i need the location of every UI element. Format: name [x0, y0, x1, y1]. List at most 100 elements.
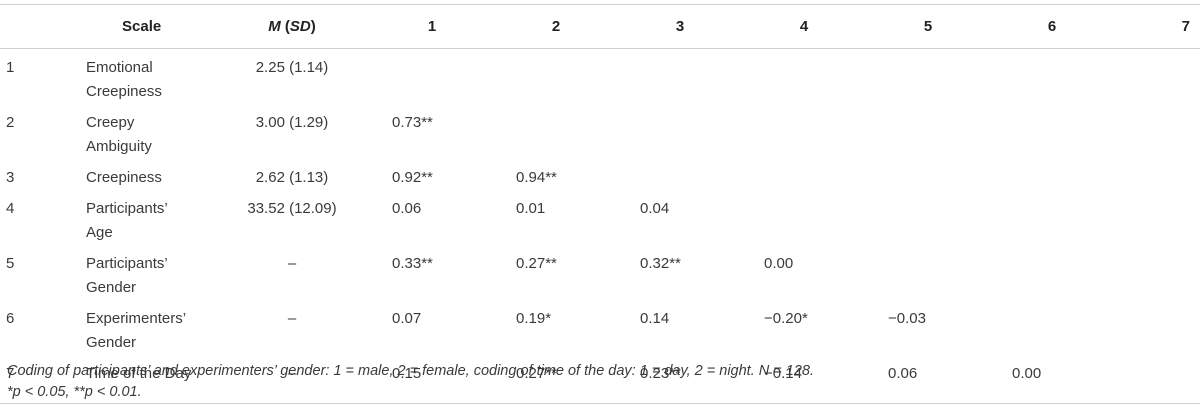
table-row: 7 Time of the Day –0.15 0.27** 0.23** −0.14 0.… [0, 355, 1200, 404]
correlation-cell-empty [1114, 159, 1200, 190]
correlation-cell [370, 49, 494, 105]
mean-sd-value: – [287, 310, 297, 327]
table-row: 3 Creepiness 2.62 (1.13) 0.92** 0.94** [0, 159, 1200, 190]
correlation-cell: 0.15 [370, 355, 494, 404]
correlation-cell: 0.00 [990, 355, 1114, 404]
mean-sd-value: 33.52 (12.09) [247, 200, 337, 217]
scale-name-line: Age [86, 224, 113, 241]
header-scale: Scale [86, 4, 214, 49]
header-col-4: 4 [742, 4, 866, 49]
correlation-cell: 0.07 [392, 310, 422, 327]
correlation-cell-empty [1114, 300, 1200, 355]
scale-name: Time of the Day [86, 355, 214, 404]
correlation-cell: 0.14 [640, 310, 670, 327]
mean-sd-value: 2.25 (1.14) [255, 59, 329, 76]
scale-name: Participants’ Age [86, 190, 214, 245]
correlation-cell: 0.04 [640, 200, 670, 217]
correlation-cell [866, 159, 990, 190]
correlation-cell: 0.06 [392, 200, 422, 217]
correlation-cell: 0.94** [516, 169, 557, 186]
correlation-cell: 0.92** [392, 169, 433, 186]
correlation-cell-empty [1114, 245, 1200, 300]
scale-name-line: Participants’ [86, 200, 168, 217]
header-col-5: 5 [866, 4, 990, 49]
correlation-cell [742, 104, 866, 159]
scale-name-line: Experimenters’ [86, 310, 187, 327]
scale-name: Participants’ Gender [86, 245, 214, 300]
correlation-cell-empty [1114, 49, 1200, 105]
correlation-cell [990, 300, 1114, 355]
correlation-cell [618, 49, 742, 105]
scale-name: Emotional Creepiness [86, 49, 214, 105]
correlation-cell [742, 159, 866, 190]
scale-name-line: Creepiness [86, 83, 162, 100]
correlation-cell: 0.27** [494, 355, 618, 404]
scale-name-line: Creepiness [86, 169, 162, 186]
header-col-3: 3 [618, 4, 742, 49]
header-mean-sd: M (SD) [214, 4, 370, 49]
mean-sd-value: – [214, 355, 370, 404]
correlation-cell: 0.27** [516, 255, 557, 272]
mean-sd-value: 3.00 (1.29) [255, 114, 329, 131]
correlation-cell: −0.20* [764, 310, 808, 327]
scale-name-line: Gender [86, 334, 137, 351]
row-number: 4 [6, 200, 15, 217]
correlation-cell [866, 190, 990, 245]
header-m: M [268, 18, 281, 35]
significance-note: *p < 0.05, **p < 0.01. [7, 384, 142, 400]
row-number: 3 [6, 169, 15, 186]
header-col-6: 6 [990, 4, 1114, 49]
correlation-cell [742, 190, 866, 245]
correlation-cell [494, 49, 618, 105]
correlation-cell [990, 245, 1114, 300]
header-sd: SD [289, 18, 311, 35]
correlation-cell [866, 245, 990, 300]
mean-sd-value: 2.62 (1.13) [255, 169, 329, 186]
scale-name: Experimenters’ Gender [86, 300, 214, 355]
correlation-cell: 0.01 [516, 200, 546, 217]
correlation-cell [618, 104, 742, 159]
scale-name: Creepy Ambiguity [86, 104, 214, 159]
correlation-cell: −0.03 [888, 310, 926, 327]
table-row: 1 Emotional Creepiness 2.25 (1.14) [0, 49, 1200, 105]
correlation-cell: −0.14 [742, 355, 866, 404]
scale-name-line: Participants’ [86, 255, 168, 272]
correlation-cell: 0.73** [392, 114, 433, 131]
correlation-cell: 0.00 [764, 255, 794, 272]
scale-name-line: Time of the Day [86, 365, 192, 382]
correlation-cell: 0.19* [516, 310, 552, 327]
correlation-cell-empty [1114, 355, 1200, 404]
correlation-cell [990, 159, 1114, 190]
scale-name-line: Ambiguity [86, 138, 152, 155]
row-number: 5 [6, 255, 15, 272]
row-number: 1 [6, 59, 15, 76]
correlation-cell: 0.23** [618, 355, 742, 404]
correlation-cell: 0.06 [866, 355, 990, 404]
scale-name-line: Emotional [86, 59, 153, 76]
header-paren-close: ) [310, 18, 316, 35]
correlation-cell: 0.33** [392, 255, 433, 272]
correlation-cell [494, 104, 618, 159]
table-row: 4 Participants’ Age 33.52 (12.09) 0.06 0.01 0.… [0, 190, 1200, 245]
header-num [0, 4, 86, 49]
table-note: Coding of participants’ and experimenter… [7, 363, 814, 379]
table-row: 2 Creepy Ambiguity 3.00 (1.29) 0.73** [0, 104, 1200, 159]
correlation-cell [618, 159, 742, 190]
correlation-cell-empty [1114, 104, 1200, 159]
row-number: 6 [6, 310, 15, 327]
correlation-table: Scale M (SD) 1 2 3 4 5 6 7 1 Emotional Cre… [0, 4, 1200, 404]
correlation-cell [990, 104, 1114, 159]
table-row: 5 Participants’ Gender – 0.33** 0.27** 0.32** 0… [0, 245, 1200, 300]
scale-name: Creepiness [86, 159, 214, 190]
mean-sd-value: – [287, 255, 297, 272]
correlation-cell [866, 104, 990, 159]
row-number: 2 [6, 114, 15, 131]
correlation-cell-empty [1114, 190, 1200, 245]
correlation-cell [990, 49, 1114, 105]
header-row: Scale M (SD) 1 2 3 4 5 6 7 [0, 4, 1200, 49]
table-row: 6 Experimenters’ Gender – 0.07 0.19* 0.14 −0.20… [0, 300, 1200, 355]
header-paren-open: ( [280, 18, 290, 35]
header-col-1: 1 [370, 4, 494, 49]
header-col-7: 7 [1114, 4, 1200, 49]
